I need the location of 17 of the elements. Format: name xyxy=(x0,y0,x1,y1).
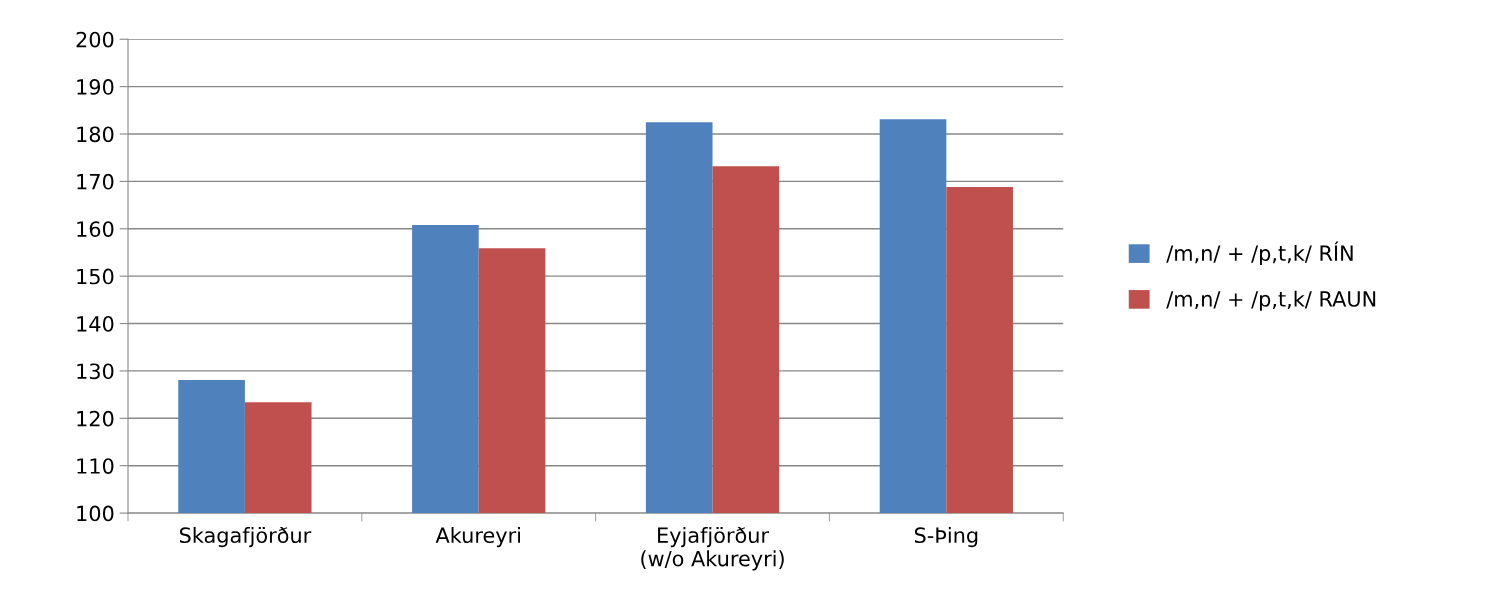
legend-label: /m,n/ + /p,t,k/ RÍN xyxy=(1166,241,1353,266)
y-tick-label: 140 xyxy=(77,315,114,332)
y-tick-label: 100 xyxy=(77,505,114,522)
y-tick-label: 190 xyxy=(77,79,114,95)
y-tick-label: 130 xyxy=(77,363,114,380)
y-tick-label: 160 xyxy=(77,221,114,237)
x-tick-label: S-Þing xyxy=(914,526,978,548)
legend-label: /m,n/ + /p,t,k/ RAUN xyxy=(1166,290,1376,311)
y-tick-label: 180 xyxy=(77,126,114,143)
x-tick-label: Eyjafjörður (w/o Akureyri) xyxy=(641,526,784,571)
y-tick-label: 120 xyxy=(77,410,114,427)
y-tick-label: 150 xyxy=(77,268,114,285)
y-tick-label: 170 xyxy=(77,173,114,190)
x-tick-label: Skagafjörður xyxy=(179,526,312,548)
y-tick-label: 200 xyxy=(76,31,114,48)
x-tick-label: Akureyri xyxy=(435,526,520,548)
y-tick-label: 110 xyxy=(77,458,114,474)
